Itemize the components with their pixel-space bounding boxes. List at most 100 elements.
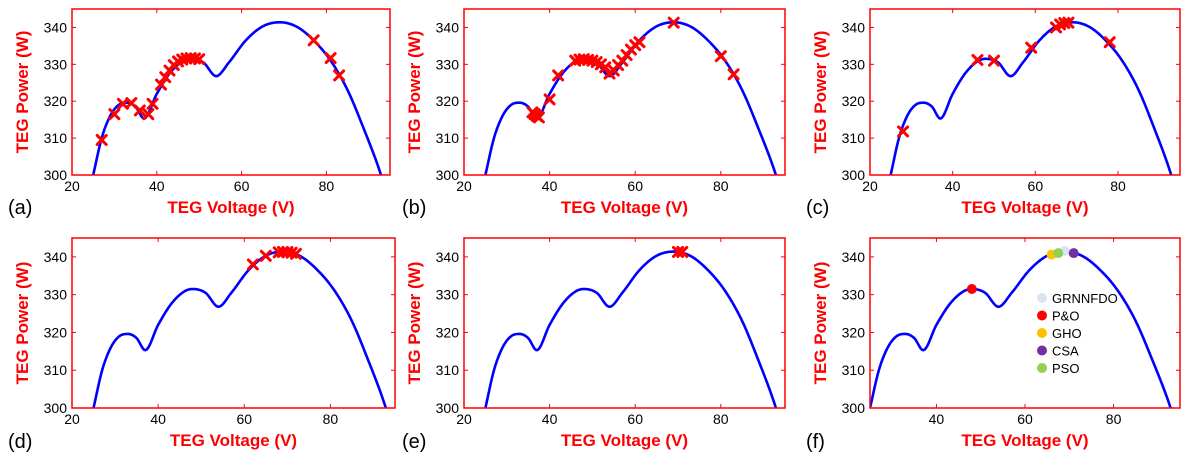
y-tick-label: 310 [436,130,460,146]
x-tick-label: 40 [945,178,961,194]
y-axis-label: TEG Power (W) [811,262,830,385]
y-tick-label: 320 [44,93,68,109]
algorithm-point [966,284,977,294]
search-marker [142,108,155,121]
x-tick-label: 20 [456,178,472,194]
search-marker [108,108,121,121]
search-marker [633,36,646,49]
y-tick-label: 300 [436,400,460,416]
panel-e: 20 40 60 80 300 310 320 330 340 TEG Voltage (V) TE… [402,237,786,453]
x-axis-label: TEG Voltage (V) [561,431,688,450]
y-tick-label: 310 [842,362,866,378]
y-tick-label: 330 [842,56,866,72]
x-axis-label: TEG Voltage (V) [961,431,1088,450]
y-tick-label: 320 [436,93,460,109]
search-marker [543,93,556,106]
x-tick-label: 60 [1017,411,1033,427]
y-tick-label: 340 [842,19,866,35]
y-tick-label: 330 [44,287,68,303]
x-tick-label: 20 [64,178,80,194]
x-tick-label: 60 [1028,178,1044,194]
legend-label: GHO [1052,326,1082,341]
search-marker [155,78,168,91]
x-axis-label: TEG Voltage (V) [170,431,297,450]
algorithm-point [1068,248,1079,259]
x-tick-label: 80 [1110,178,1126,194]
search-marker [307,34,320,47]
pv-curve [484,250,778,408]
search-marker [667,16,680,29]
search-marker [532,111,545,124]
y-tick-label: 340 [842,249,866,265]
y-tick-label: 320 [842,324,866,340]
y-tick-label: 310 [436,362,460,378]
y-tick-label: 310 [842,130,866,146]
x-tick-label: 80 [323,411,339,427]
x-axis-label: TEG Voltage (V) [561,198,688,217]
panel-letter: (c) [806,197,829,219]
legend-swatch [1037,363,1047,373]
axes-frame [869,237,1181,409]
x-tick-label: 40 [542,411,558,427]
panel-f: 40 60 80 300 310 320 330 340 GRNNFDO P&O GHO CSA PSO… [806,237,1181,453]
y-axis-label: TEG Power (W) [811,31,830,154]
panel-letter: (b) [402,197,426,219]
panel-letter: (a) [8,197,32,219]
search-marker [95,133,108,146]
search-marker [333,69,346,82]
search-marker [552,69,565,82]
legend-label: GRNNFDO [1052,291,1118,306]
y-tick-label: 340 [436,249,460,265]
x-tick-label: 20 [862,178,878,194]
search-marker [676,245,689,258]
panel-d: 20 40 60 80 300 310 320 330 340 TEG Voltage (V) TE… [8,237,396,453]
y-axis-label: TEG Power (W) [13,31,32,154]
pv-curve [91,20,383,175]
search-marker [246,258,259,271]
legend: GRNNFDO P&O GHO CSA PSO [1037,291,1118,376]
search-marker [1025,41,1038,54]
pv-curve [92,250,388,408]
legend-swatch [1037,293,1047,303]
y-tick-label: 340 [436,19,460,35]
legend-swatch [1037,328,1047,338]
x-axis-label: TEG Voltage (V) [961,198,1088,217]
legend-label: CSA [1052,344,1079,359]
panel-letter: (f) [806,431,825,453]
y-tick-label: 330 [44,56,68,72]
panel-a: 20 40 60 80 300 310 320 330 340 TEG Voltage (V) TE… [8,8,391,219]
pv-curve [870,250,1172,408]
search-marker [146,97,159,110]
search-marker [133,104,146,117]
search-marker [289,247,302,260]
y-tick-label: 300 [44,400,68,416]
axes-frame [71,237,396,409]
search-marker [714,50,727,63]
axes-frame [463,237,786,409]
x-tick-label: 60 [236,411,252,427]
y-tick-label: 320 [44,324,68,340]
y-axis-label: TEG Power (W) [405,31,424,154]
y-tick-label: 310 [44,130,68,146]
y-tick-label: 300 [44,167,68,183]
x-tick-label: 40 [149,178,165,194]
search-marker [1103,36,1116,49]
y-tick-label: 340 [44,19,68,35]
search-marker [897,125,910,138]
x-tick-label: 40 [542,178,558,194]
panel-letter: (e) [402,431,426,453]
y-axis-label: TEG Power (W) [13,262,32,385]
y-tick-label: 320 [842,93,866,109]
x-tick-label: 80 [319,178,335,194]
x-tick-label: 80 [713,178,729,194]
x-tick-label: 40 [150,411,166,427]
x-tick-label: 20 [64,411,80,427]
x-tick-label: 20 [456,411,472,427]
legend-label: PSO [1052,361,1079,376]
search-marker [193,53,206,66]
y-tick-label: 300 [842,400,866,416]
search-marker [159,71,172,84]
x-axis-label: TEG Voltage (V) [167,198,294,217]
panel-b: 20 40 60 80 300 310 320 330 340 TEG Voltage (V) TE… [402,8,786,219]
